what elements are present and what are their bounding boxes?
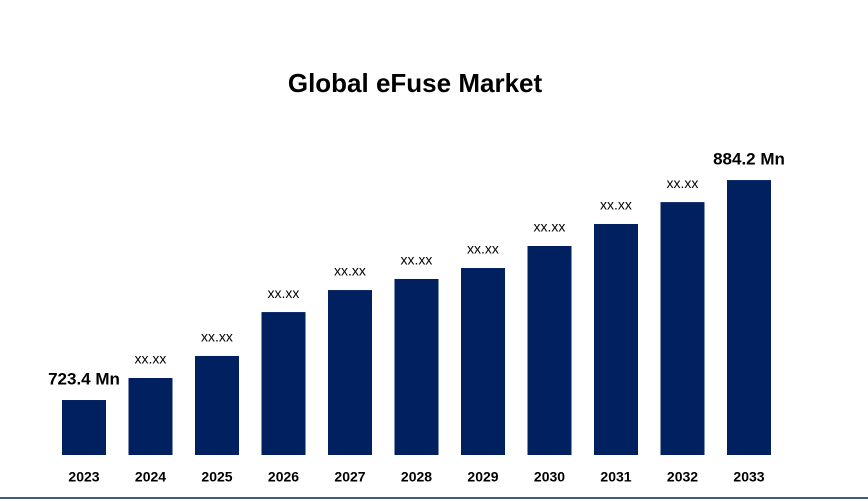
bar <box>62 400 106 455</box>
x-tick-label: 2026 <box>268 469 299 485</box>
value-label: 884.2 Mn <box>713 150 785 169</box>
value-label: xx.xx <box>401 252 433 268</box>
x-tick-label: 2024 <box>135 469 166 485</box>
x-tick-label: 2032 <box>667 469 698 485</box>
bar <box>527 246 572 455</box>
bar <box>261 312 306 455</box>
value-label: 723.4 Mn <box>48 369 120 388</box>
x-tick-label: 2023 <box>68 469 99 485</box>
bar <box>394 278 439 455</box>
value-label: xx.xx <box>600 197 632 213</box>
bar <box>128 377 173 455</box>
value-label: xx.xx <box>534 219 566 235</box>
value-label: xx.xx <box>135 351 167 367</box>
x-tick-label: 2025 <box>201 469 232 485</box>
value-label: xx.xx <box>201 329 233 345</box>
value-label: xx.xx <box>268 285 300 301</box>
x-tick-label: 2029 <box>467 469 498 485</box>
x-tick-label: 2028 <box>401 469 432 485</box>
bar <box>195 355 239 455</box>
bar <box>461 268 505 455</box>
chart-title: Global eFuse Market <box>288 68 543 98</box>
x-tick-label: 2033 <box>733 469 764 485</box>
bar <box>660 202 705 455</box>
x-tick-label: 2031 <box>600 469 631 485</box>
bar <box>328 290 372 455</box>
value-label: xx.xx <box>467 241 499 257</box>
value-label: xx.xx <box>667 175 699 191</box>
x-tick-label: 2030 <box>534 469 565 485</box>
x-tick-label: 2027 <box>334 469 365 485</box>
value-label: xx.xx <box>334 263 366 279</box>
bar <box>727 180 771 455</box>
bar <box>594 223 638 455</box>
